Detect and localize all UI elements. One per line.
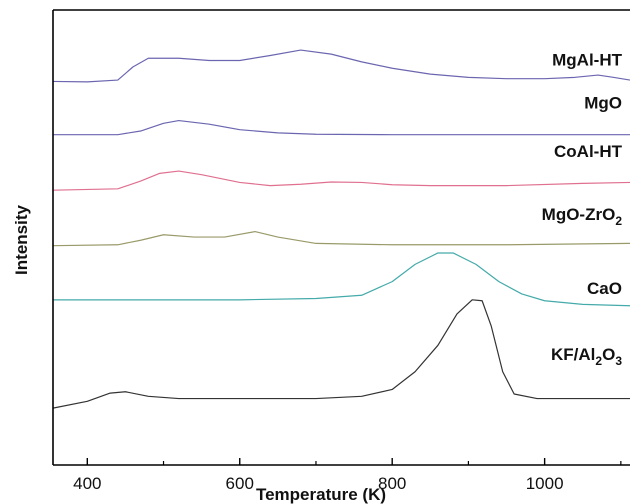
series-label: MgO	[584, 93, 622, 112]
x-axis-title: Temperature (K)	[256, 485, 386, 504]
series-label-part: MgO	[584, 93, 622, 112]
series-line-1	[53, 119, 630, 136]
series-label: CoAl-HT	[554, 142, 623, 161]
series-label-part: CaO	[587, 279, 622, 298]
series-label: MgO-ZrO2	[542, 205, 623, 228]
series-label-part: KF/Al	[551, 345, 595, 364]
series-layer	[52, 49, 630, 409]
x-tick-label: 400	[73, 474, 101, 493]
series-line-2	[52, 170, 630, 191]
series-label: CaO	[587, 279, 622, 298]
x-ticks: 400 600 800 1000	[73, 458, 622, 493]
series-label-part: CoAl-HT	[554, 142, 623, 161]
series-label-part: MgAl-HT	[552, 51, 622, 70]
x-tick-label: 1000	[526, 474, 564, 493]
y-axis-title: Intensity	[12, 205, 31, 275]
series-line-3	[52, 230, 630, 247]
series-label-part: 2	[615, 214, 622, 228]
series-label: MgAl-HT	[552, 51, 622, 70]
x-tick-label: 600	[226, 474, 254, 493]
series-line-0	[52, 49, 630, 83]
x-tick-label: 800	[378, 474, 406, 493]
series-line-5	[52, 299, 630, 409]
series-label-part: 3	[615, 354, 622, 368]
series-label: KF/Al2O3	[551, 345, 622, 368]
series-label-part: 2	[595, 354, 602, 368]
axes: 400 600 800 1000	[52, 9, 630, 493]
series-label-part: MgO-ZrO	[542, 205, 616, 224]
series-line-4	[53, 252, 630, 307]
series-label-part: O	[602, 345, 615, 364]
